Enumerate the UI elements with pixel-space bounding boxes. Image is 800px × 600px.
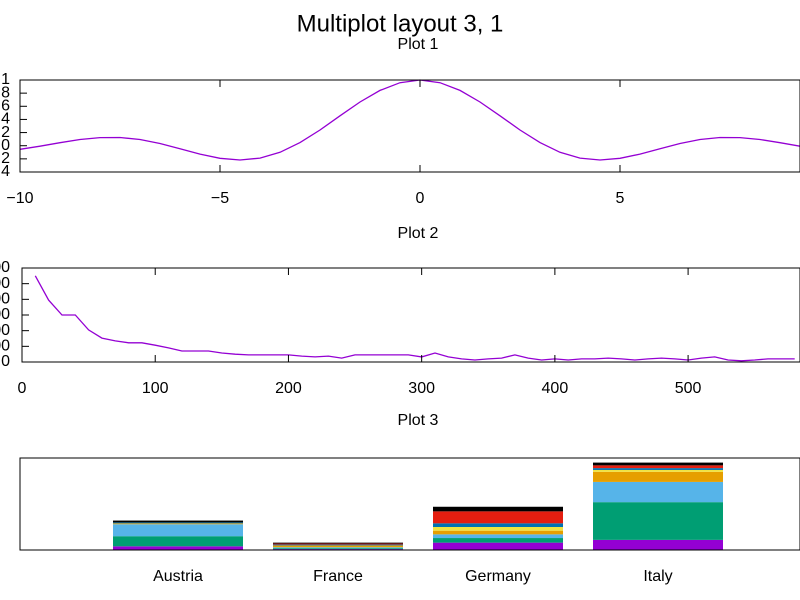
x-tick-label: 0: [18, 380, 27, 397]
bar-segment: [273, 548, 403, 550]
bar-segment: [113, 536, 243, 547]
y-tick-label: -0.2: [0, 150, 10, 167]
bar-segment: [113, 522, 243, 524]
bar-segment: [433, 530, 563, 535]
bar-segment: [113, 546, 243, 550]
data-line: [19, 79, 800, 161]
y-tick-label: 1200: [0, 259, 10, 276]
bar-segment: [113, 523, 243, 525]
x-tick-label: −5: [211, 190, 229, 207]
plot-frame: [19, 457, 800, 551]
panel-title: Plot 1: [398, 36, 439, 53]
plot-frame: [21, 267, 800, 363]
bar-segment: [113, 520, 243, 523]
y-tick-label: 1000: [0, 275, 10, 292]
y-tick-label: 0: [1, 137, 10, 154]
x-tick-label: France: [313, 568, 363, 585]
y-tick-label: 200: [0, 338, 10, 355]
y-tick-label: -0.4: [0, 163, 10, 180]
bar-segment: [433, 534, 563, 539]
x-tick-label: 500: [675, 380, 702, 397]
x-tick-label: 0: [416, 190, 425, 207]
bar-segment: [273, 542, 403, 544]
bar-segment: [433, 542, 563, 550]
bar-segment: [433, 523, 563, 527]
bar-segment: [113, 524, 243, 537]
x-tick-label: 5: [616, 190, 625, 207]
data-line: [34, 275, 795, 362]
bar-segment: [433, 511, 563, 524]
x-tick-label: 300: [408, 380, 435, 397]
bar-segment: [593, 471, 723, 482]
bar-segment: [273, 547, 403, 549]
bar-segment: [273, 545, 403, 548]
plot-frame: [19, 79, 800, 173]
bar-segment: [593, 465, 723, 469]
panel-title: Plot 3: [398, 412, 439, 429]
x-tick-label: Austria: [153, 568, 203, 585]
y-tick-label: 0.4: [0, 111, 10, 128]
figure-title: Multiplot layout 3, 1: [297, 10, 504, 37]
y-tick-label: 0.2: [0, 124, 10, 141]
bar-segment: [593, 502, 723, 540]
bar-segment: [593, 481, 723, 503]
bar-segment: [593, 468, 723, 470]
bar-segment: [593, 539, 723, 550]
panel-title: Plot 2: [398, 225, 439, 242]
y-tick-label: 0.8: [0, 84, 10, 101]
y-tick-label: 0.6: [0, 98, 10, 115]
y-tick-label: 400: [0, 322, 10, 339]
y-tick-label: 800: [0, 291, 10, 308]
x-tick-label: 100: [142, 380, 169, 397]
x-tick-label: Italy: [643, 568, 672, 585]
bar-segment: [273, 544, 403, 546]
y-tick-label: 1: [1, 71, 10, 88]
bar-segment: [433, 538, 563, 543]
bar-segment: [433, 527, 563, 531]
bar-segment: [273, 543, 403, 545]
x-tick-label: 400: [542, 380, 569, 397]
x-tick-label: −10: [6, 190, 33, 207]
y-tick-label: 600: [0, 306, 10, 323]
bar-segment: [593, 469, 723, 472]
x-tick-label: 200: [275, 380, 302, 397]
bar-segment: [593, 462, 723, 466]
y-tick-label: 0: [1, 353, 10, 370]
x-tick-label: Germany: [465, 568, 531, 585]
bar-segment: [433, 506, 563, 512]
